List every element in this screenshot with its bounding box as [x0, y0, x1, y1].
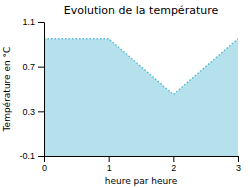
tick-label: 0.3 [22, 107, 35, 117]
line [44, 39, 238, 95]
tick: 1 [107, 156, 112, 173]
tick: 0 [42, 156, 47, 173]
tick-mark [38, 67, 44, 68]
tick-label: 0.7 [22, 62, 35, 72]
tick-mark [38, 111, 44, 112]
tick: 0.3 [22, 107, 44, 117]
tick-mark [38, 22, 44, 23]
tick: -0.1 [19, 151, 44, 161]
tick-label: 2 [171, 163, 176, 173]
tick-mark [109, 156, 110, 162]
plot: 0 1 2 3 -0.1 0.3 0.7 1.1 [19, 17, 241, 173]
axis-line [38, 23, 45, 157]
tick-label: 0 [42, 163, 47, 173]
x-axis-title: heure par heure [105, 176, 178, 186]
tick-mark [38, 156, 44, 157]
tick: 0.7 [22, 62, 44, 72]
tick-label: 3 [236, 163, 241, 173]
tick-label: 1 [107, 163, 112, 173]
tick-mark [238, 156, 239, 162]
tick: 1.1 [22, 17, 44, 27]
tick: 2 [171, 156, 176, 173]
area [44, 39, 238, 156]
title: Evolution de la température [64, 4, 219, 17]
tick-label: -0.1 [19, 151, 35, 161]
marks [44, 39, 238, 156]
y-axis-title: Température en °C [2, 47, 12, 133]
tick-mark [173, 156, 174, 162]
tick: 3 [236, 156, 241, 173]
y-axis: -0.1 0.3 0.7 1.1 [19, 17, 44, 161]
tick-label: 1.1 [22, 17, 35, 27]
chart: 0 1 2 3 -0.1 0.3 0.7 1.1 Evolution de la tempéra… [0, 0, 250, 188]
x-axis: 0 1 2 3 [42, 156, 241, 173]
axis-line [45, 157, 239, 163]
